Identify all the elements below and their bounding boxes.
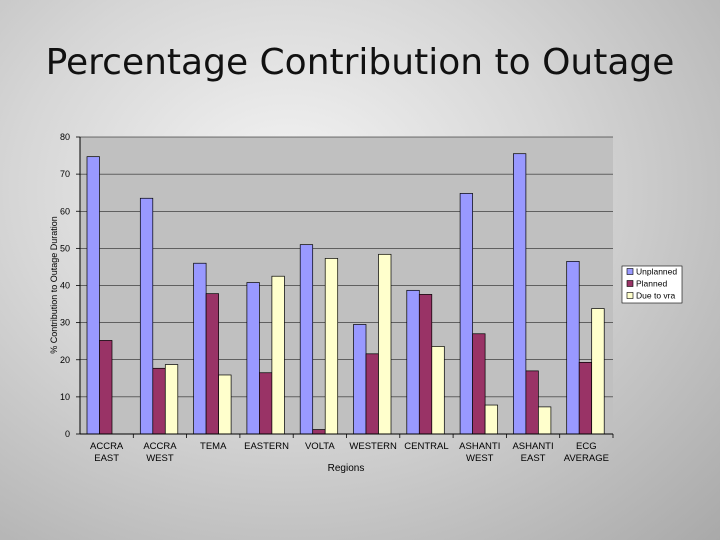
x-tick-label: WESTERN [349, 441, 397, 452]
legend: Unplanned Planned Due to vra [621, 265, 683, 304]
x-tick-label: CENTRAL [404, 441, 448, 452]
bar-unplanned [459, 193, 473, 435]
bar-unplanned [353, 324, 367, 435]
legend-swatch [626, 292, 634, 299]
x-tick-label: AVERAGE [564, 453, 609, 464]
y-tick-label: 30 [60, 318, 70, 328]
bar-due-to-vra [591, 308, 605, 435]
x-tick-label: TEMA [200, 441, 227, 452]
bar-planned [312, 429, 326, 435]
slide-title: Percentage Contribution to Outage [45, 42, 675, 83]
x-tick-label: WEST [466, 453, 494, 464]
bar-unplanned [246, 282, 260, 435]
bar-planned [578, 361, 593, 435]
y-tick-label: 40 [60, 281, 70, 291]
x-tick-label: EAST [94, 453, 119, 464]
bar-planned [259, 372, 273, 435]
bar-due-to-vra [484, 404, 498, 435]
y-tick-labels: 0 10 20 30 40 50 60 70 80 [60, 132, 80, 439]
bar-planned [472, 333, 486, 435]
bar-due-to-vra [378, 253, 392, 435]
x-tick-label: EASTERN [244, 441, 289, 452]
y-tick-label: 60 [60, 206, 70, 216]
legend-label: Unplanned [636, 267, 677, 277]
x-axis-label: Regions [328, 463, 365, 474]
bar-unplanned [406, 289, 420, 435]
bar-unplanned [86, 156, 100, 435]
legend-swatch [626, 268, 634, 275]
bar-due-to-vra [218, 374, 232, 435]
bar-unplanned [513, 153, 527, 435]
bar-due-to-vra [164, 364, 179, 435]
bar-due-to-vra [271, 275, 285, 435]
x-tick-label: ASHANTI [512, 441, 553, 452]
bar-planned [152, 367, 166, 435]
y-tick-label: 50 [60, 243, 70, 253]
bar-planned [365, 353, 379, 435]
y-axis-label: % Contribution to Outage Duration [49, 216, 59, 354]
y-tick-label: 10 [60, 392, 70, 402]
bar-due-to-vra [431, 346, 445, 435]
bar-unplanned [299, 244, 314, 435]
bar-unplanned [193, 262, 207, 435]
x-tick-label: ACCRA [90, 441, 124, 452]
y-tick-label: 80 [60, 132, 70, 142]
x-tick-label: ASHANTI [459, 441, 500, 452]
bar-unplanned [139, 197, 154, 435]
bar-planned [418, 294, 433, 435]
bar-planned [99, 340, 113, 435]
legend-label: Due to vra [636, 291, 675, 301]
x-tick-label: WEST [146, 453, 174, 464]
bar-due-to-vra [324, 258, 339, 435]
bar-planned [525, 370, 539, 435]
x-tick-label: ECG [576, 441, 597, 452]
bar-due-to-vra [538, 406, 552, 435]
bar-planned [205, 293, 219, 435]
y-tick-label: 0 [65, 429, 70, 439]
bar-unplanned [566, 261, 580, 435]
legend-swatch [626, 280, 634, 287]
x-tick-label: EAST [521, 453, 546, 464]
x-tick-label: ACCRA [143, 441, 177, 452]
legend-label: Planned [636, 279, 667, 289]
y-tick-label: 70 [60, 169, 70, 179]
y-tick-label: 20 [60, 355, 70, 365]
x-tick-label: VOLTA [305, 441, 335, 452]
